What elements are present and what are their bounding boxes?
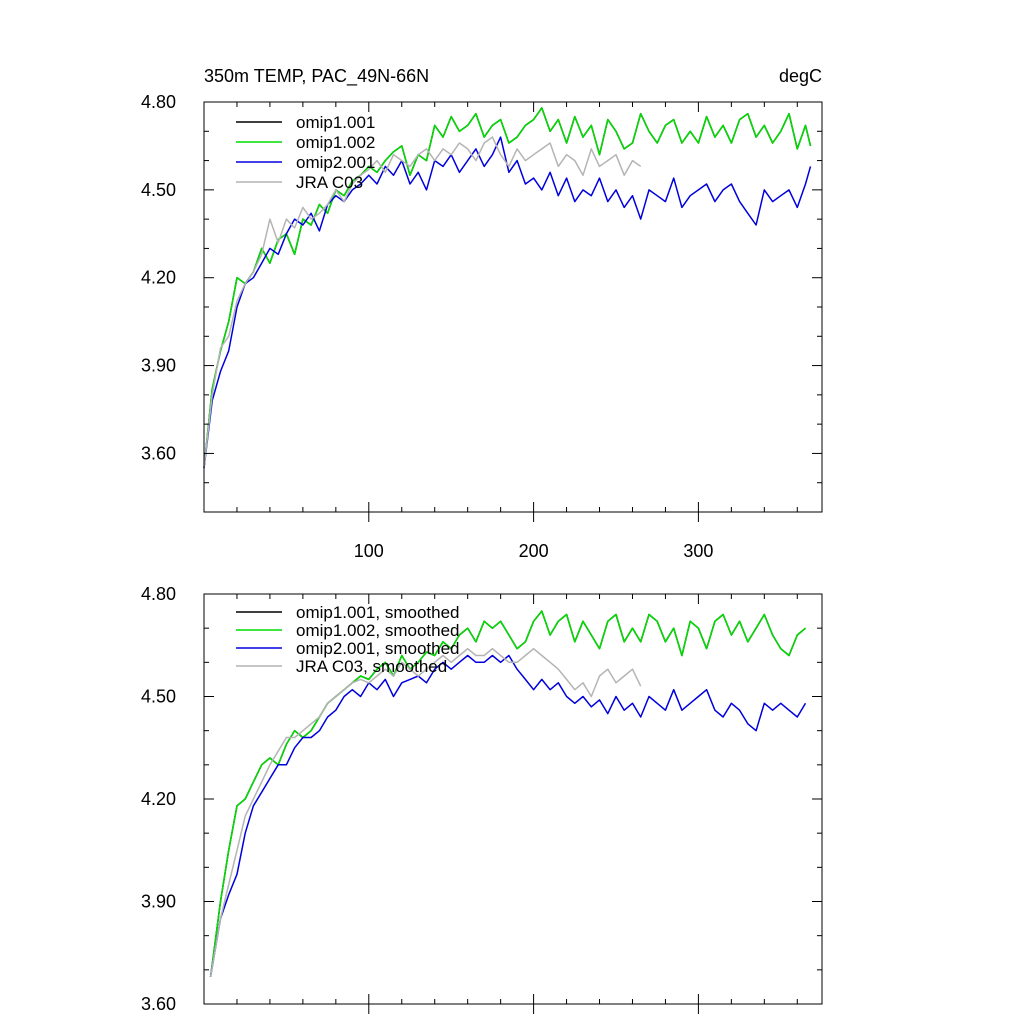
series-line-2: [209, 654, 807, 977]
legend-label: JRA C03, smoothed: [296, 657, 447, 676]
y-tick-label: 4.20: [141, 268, 176, 288]
x-tick-label: 100: [354, 541, 384, 561]
legend-label: omip1.002, smoothed: [296, 621, 460, 640]
chart-title-left: 350m TEMP, PAC_49N-66N: [204, 66, 429, 87]
x-tick-label: 300: [683, 541, 713, 561]
legend-label: JRA C03: [296, 173, 363, 192]
legend-label: omip1.001: [296, 113, 375, 132]
legend-label: omip1.001, smoothed: [296, 603, 460, 622]
legend-label: omip2.001, smoothed: [296, 639, 460, 658]
y-tick-label: 4.20: [141, 789, 176, 809]
y-tick-label: 3.90: [141, 892, 176, 912]
y-tick-label: 4.50: [141, 180, 176, 200]
legend-label: omip1.002: [296, 133, 375, 152]
y-tick-label: 3.60: [141, 443, 176, 463]
y-tick-label: 3.90: [141, 356, 176, 376]
y-tick-label: 4.80: [141, 92, 176, 112]
y-tick-label: 3.60: [141, 994, 176, 1014]
series-line-1: [209, 610, 806, 977]
series-line-2: [203, 136, 812, 469]
series-line-3: [203, 136, 642, 469]
legend-label: omip2.001: [296, 153, 375, 172]
series-line-3: [209, 647, 642, 977]
x-tick-label: 200: [519, 541, 549, 561]
y-tick-label: 4.80: [141, 584, 176, 604]
y-tick-label: 4.50: [141, 687, 176, 707]
chart-title-right: degC: [779, 66, 822, 86]
